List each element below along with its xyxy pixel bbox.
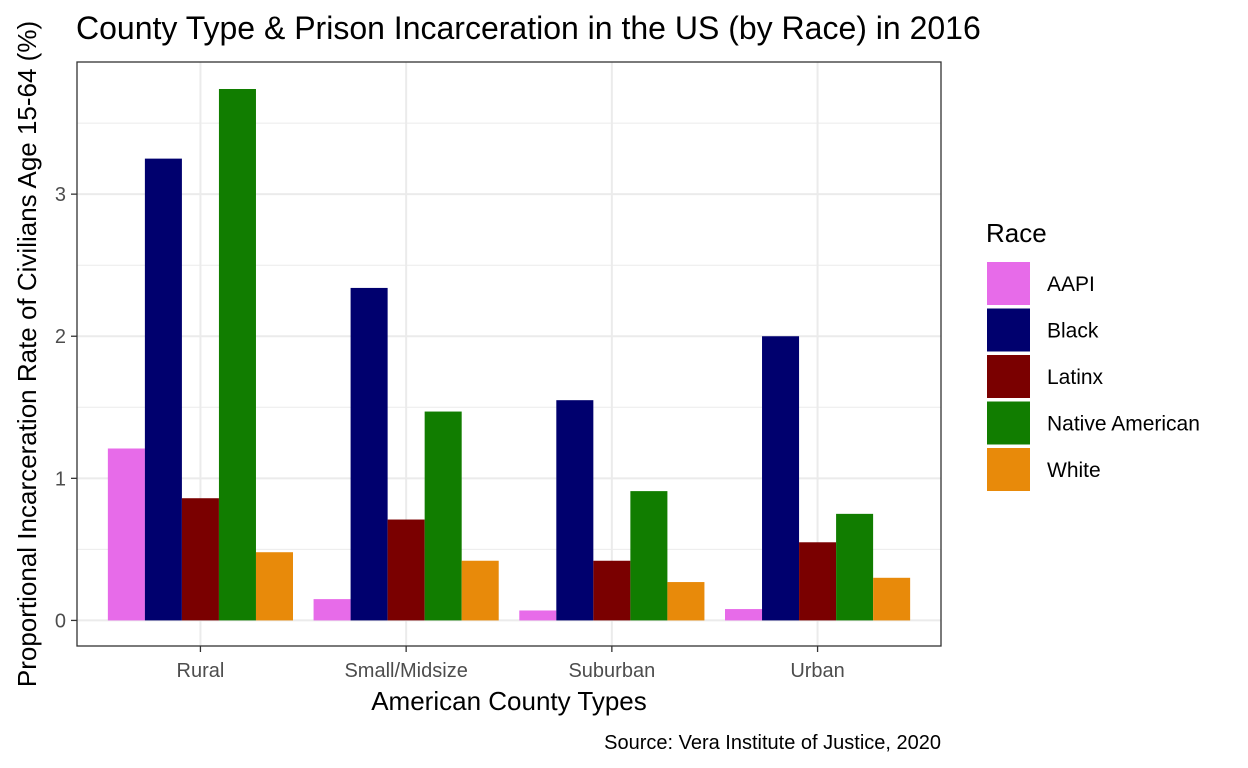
bar — [424, 411, 462, 621]
bar — [630, 491, 668, 621]
y-axis-title: Proportional Incarceration Rate of Civil… — [12, 21, 42, 687]
bar — [461, 560, 499, 621]
bars — [107, 88, 911, 621]
x-tick-label: Suburban — [568, 660, 655, 682]
legend: AAPI Black Latinx Native American White — [987, 262, 1200, 491]
legend-label: White — [1047, 459, 1101, 482]
x-tick-label: Small/Midsize — [344, 660, 467, 682]
legend-label: Latinx — [1047, 366, 1104, 389]
bar — [107, 448, 145, 621]
chart-title: County Type & Prison Incarceration in th… — [76, 10, 981, 46]
legend-swatch — [987, 355, 1030, 398]
bar — [725, 609, 763, 621]
y-axis: 0 1 2 3 — [55, 184, 77, 632]
bar — [181, 498, 219, 621]
y-tick-label: 1 — [55, 468, 66, 490]
bar — [593, 560, 631, 621]
bar — [762, 336, 800, 621]
x-axis: Rural Small/Midsize Suburban Urban — [177, 646, 845, 682]
bar — [519, 610, 557, 621]
legend-swatch — [987, 448, 1030, 491]
legend-swatch — [987, 401, 1030, 445]
legend-label: AAPI — [1047, 273, 1095, 296]
legend-label: Black — [1047, 320, 1099, 343]
bar — [255, 552, 293, 621]
y-tick-label: 0 — [55, 610, 66, 632]
bar — [836, 513, 874, 621]
bar — [350, 287, 388, 621]
y-tick-label: 3 — [55, 184, 66, 206]
bar — [799, 542, 837, 621]
legend-title: Race — [986, 218, 1047, 248]
bar — [218, 88, 256, 621]
x-tick-label: Rural — [177, 660, 225, 682]
bar — [556, 400, 594, 621]
y-tick-label: 2 — [55, 326, 66, 348]
x-axis-title: American County Types — [371, 686, 647, 716]
bar — [144, 158, 182, 621]
legend-swatch — [987, 308, 1030, 352]
bar — [873, 577, 911, 621]
legend-swatch — [987, 262, 1030, 305]
bar — [313, 599, 351, 621]
bar — [667, 582, 705, 621]
legend-label: Native American — [1047, 413, 1200, 436]
source-caption: Source: Vera Institute of Justice, 2020 — [604, 732, 941, 754]
bar — [387, 519, 425, 621]
x-tick-label: Urban — [790, 660, 844, 682]
plot-panel-border — [76, 61, 942, 647]
